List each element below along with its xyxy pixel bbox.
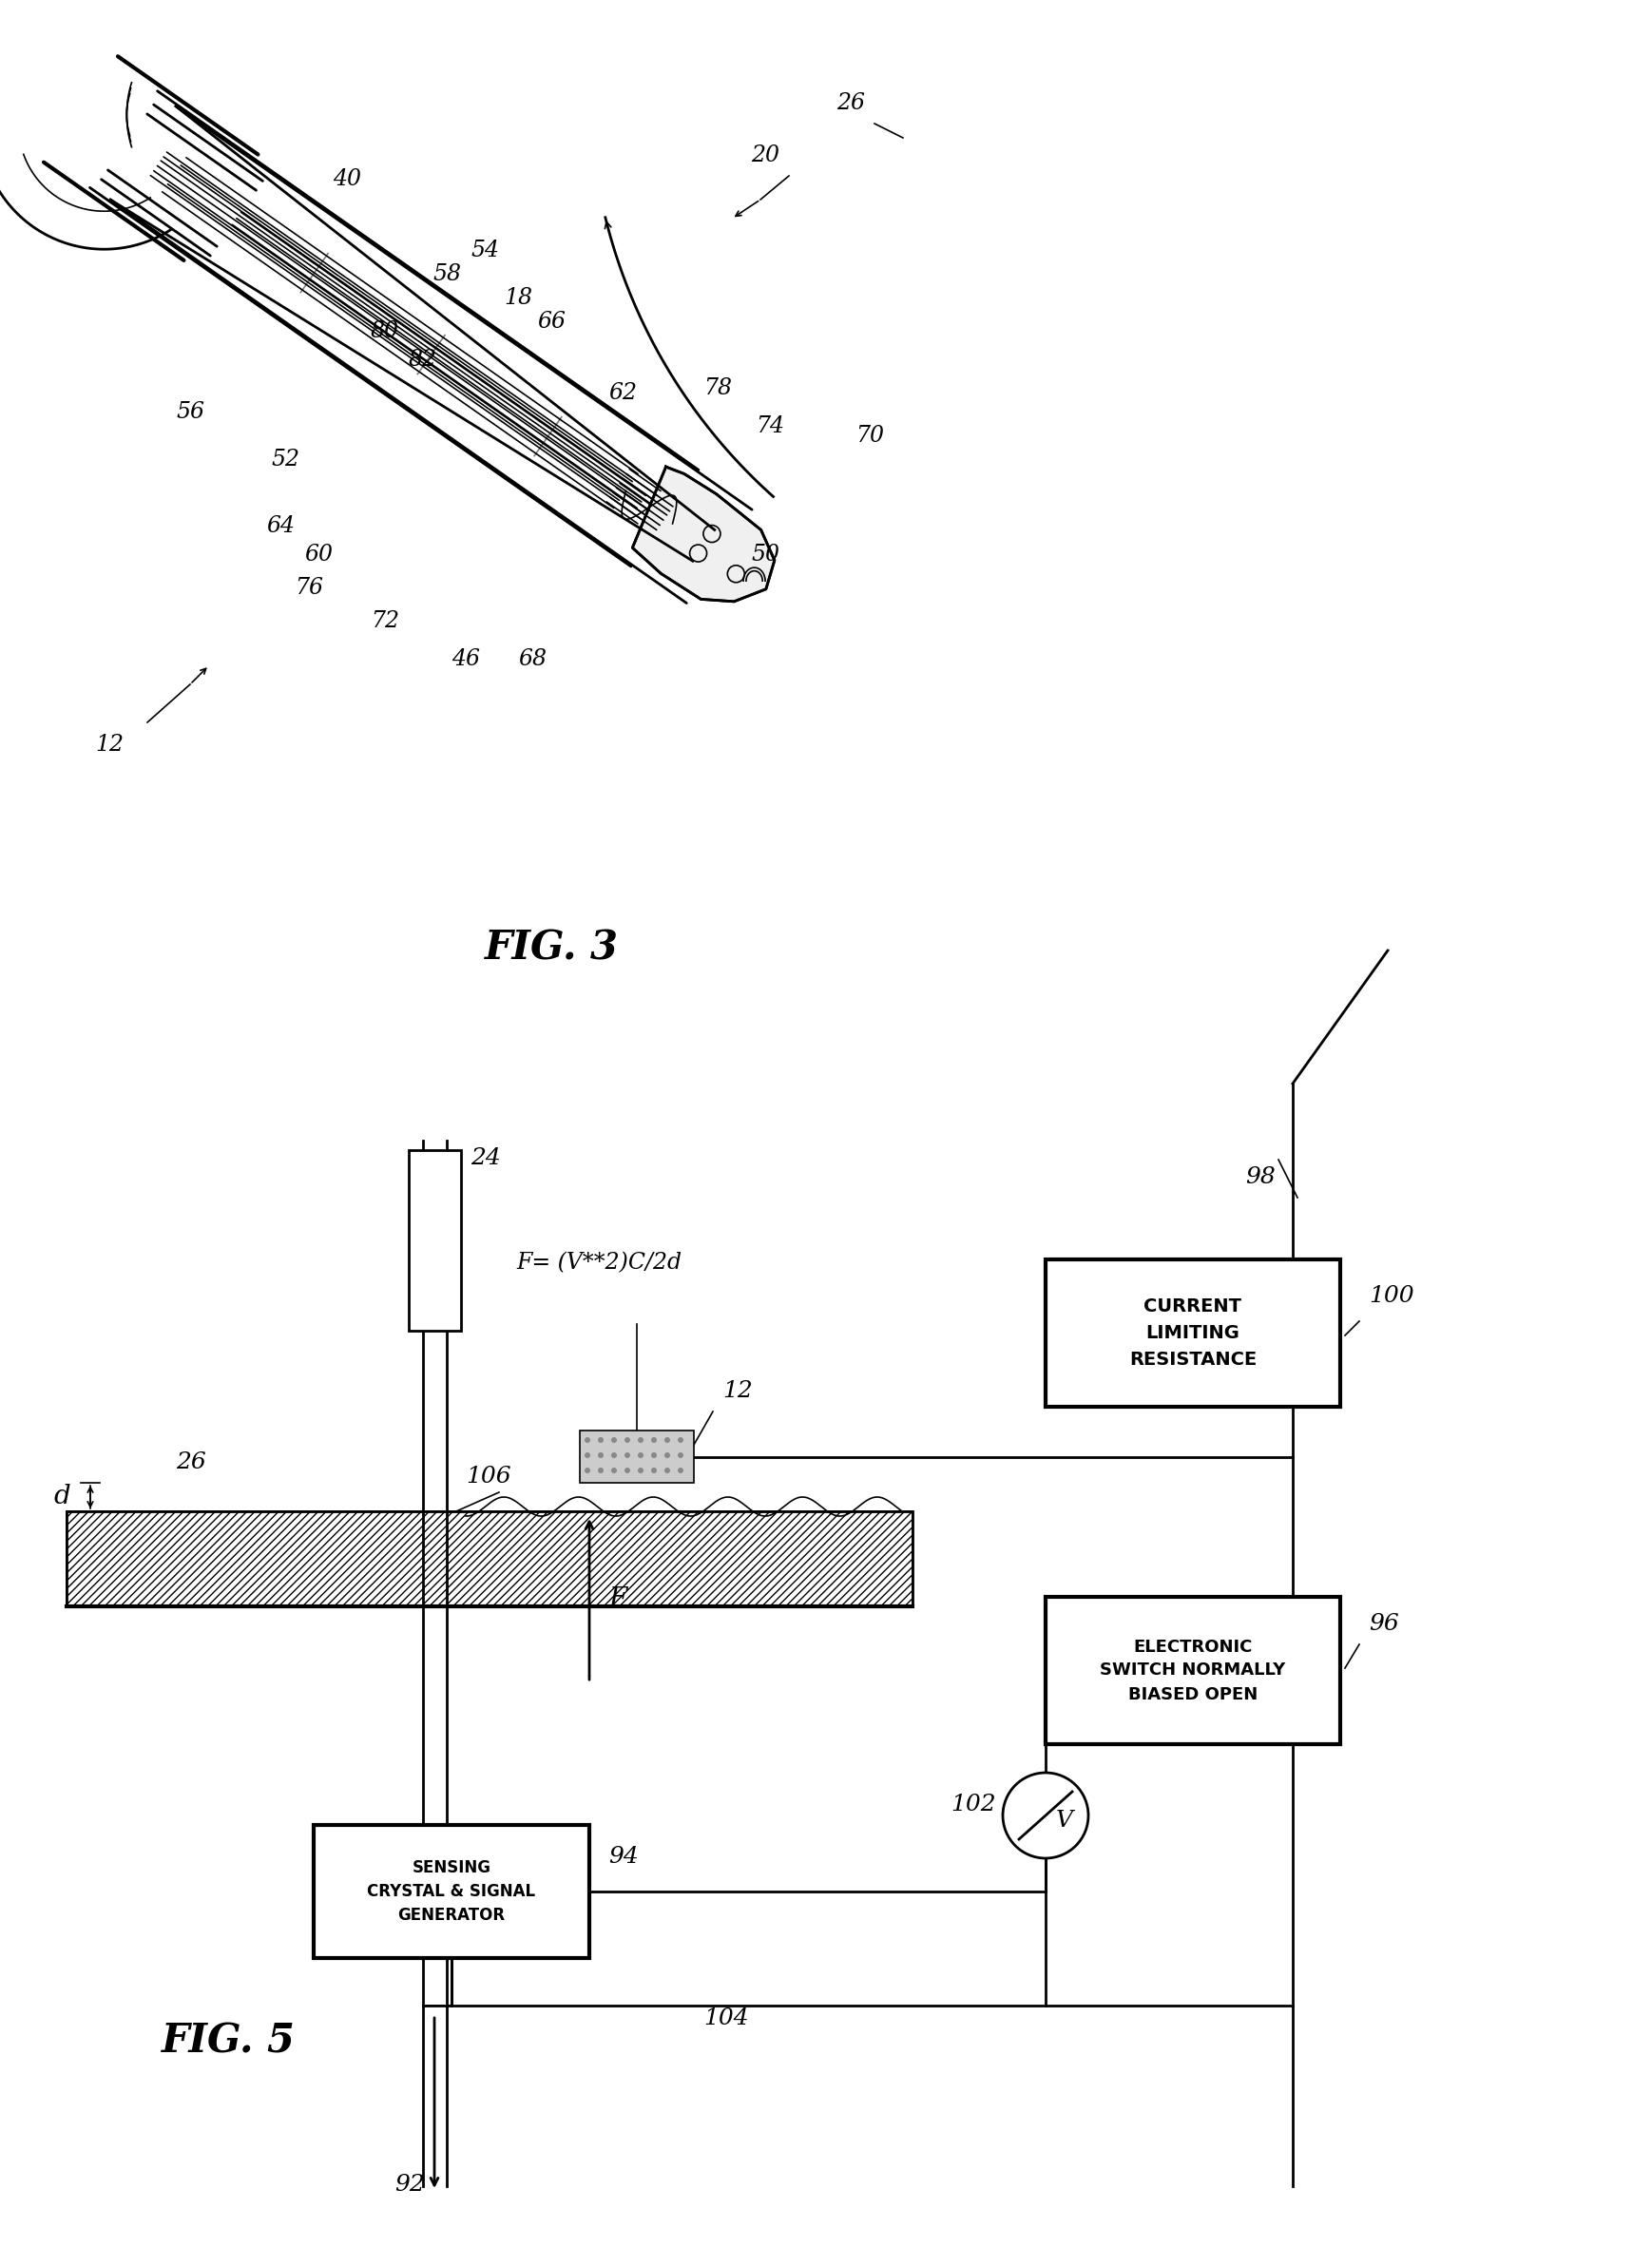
Text: SENSING
CRYSTAL & SIGNAL
GENERATOR: SENSING CRYSTAL & SIGNAL GENERATOR — [367, 1858, 535, 1923]
Text: 94: 94 — [608, 1845, 639, 1867]
Circle shape — [638, 1438, 644, 1443]
Text: 70: 70 — [856, 425, 884, 447]
Circle shape — [651, 1438, 657, 1443]
Text: 98: 98 — [1246, 1166, 1275, 1189]
Text: 26: 26 — [836, 92, 866, 115]
Text: 92: 92 — [395, 2173, 425, 2195]
Text: 40: 40 — [332, 169, 362, 191]
Bar — [580, 1431, 694, 1483]
Circle shape — [624, 1438, 629, 1443]
Text: 60: 60 — [304, 544, 332, 566]
Circle shape — [677, 1452, 684, 1458]
Text: 96: 96 — [1370, 1613, 1399, 1636]
Circle shape — [585, 1438, 590, 1443]
Text: 50: 50 — [752, 544, 780, 566]
Text: F: F — [608, 1586, 626, 1611]
Text: 56: 56 — [175, 402, 205, 422]
Text: 66: 66 — [537, 310, 565, 333]
Bar — [314, 1825, 590, 1957]
Text: 46: 46 — [451, 647, 481, 670]
Text: 58: 58 — [433, 263, 461, 285]
Text: 102: 102 — [950, 1793, 996, 1816]
Bar — [408, 1150, 461, 1330]
Circle shape — [664, 1452, 671, 1458]
Circle shape — [624, 1452, 629, 1458]
Text: 76: 76 — [294, 577, 324, 598]
Bar — [66, 1512, 912, 1607]
Circle shape — [664, 1467, 671, 1474]
Text: d: d — [53, 1485, 71, 1510]
Text: V: V — [1056, 1809, 1074, 1831]
Circle shape — [651, 1452, 657, 1458]
Text: 24: 24 — [471, 1148, 501, 1168]
Text: 12: 12 — [722, 1380, 753, 1402]
Text: F= (V**2)C/2d: F= (V**2)C/2d — [515, 1252, 682, 1274]
Bar — [1046, 1258, 1340, 1407]
Text: 12: 12 — [96, 735, 124, 755]
Text: CURRENT
LIMITING
RESISTANCE: CURRENT LIMITING RESISTANCE — [1128, 1297, 1257, 1368]
Text: 64: 64 — [266, 515, 294, 537]
Text: 26: 26 — [175, 1452, 206, 1474]
Text: 72: 72 — [370, 611, 400, 631]
Text: 78: 78 — [704, 377, 732, 400]
Circle shape — [651, 1467, 657, 1474]
Circle shape — [585, 1467, 590, 1474]
Text: FIG. 3: FIG. 3 — [484, 928, 618, 968]
Text: 62: 62 — [608, 382, 638, 404]
Bar — [1046, 1598, 1340, 1744]
Text: 68: 68 — [519, 647, 547, 670]
Text: 18: 18 — [504, 288, 532, 308]
Circle shape — [598, 1438, 603, 1443]
Circle shape — [598, 1467, 603, 1474]
Circle shape — [1003, 1773, 1089, 1858]
Text: 80: 80 — [370, 321, 400, 342]
Circle shape — [611, 1438, 616, 1443]
Circle shape — [677, 1438, 684, 1443]
Text: 100: 100 — [1370, 1285, 1414, 1308]
Circle shape — [677, 1467, 684, 1474]
Text: 106: 106 — [466, 1465, 510, 1488]
Circle shape — [611, 1467, 616, 1474]
Bar — [66, 1512, 912, 1607]
Circle shape — [611, 1452, 616, 1458]
Text: FIG. 5: FIG. 5 — [162, 2022, 296, 2063]
Text: 74: 74 — [755, 416, 785, 438]
Text: 52: 52 — [271, 449, 299, 470]
Text: 104: 104 — [704, 2007, 748, 2029]
Circle shape — [638, 1467, 644, 1474]
Circle shape — [638, 1452, 644, 1458]
Text: 82: 82 — [408, 348, 438, 371]
Text: ELECTRONIC
SWITCH NORMALLY
BIASED OPEN: ELECTRONIC SWITCH NORMALLY BIASED OPEN — [1100, 1638, 1285, 1703]
Circle shape — [664, 1438, 671, 1443]
Circle shape — [624, 1467, 629, 1474]
Circle shape — [598, 1452, 603, 1458]
Circle shape — [585, 1452, 590, 1458]
Polygon shape — [633, 467, 775, 602]
Text: 20: 20 — [752, 144, 780, 166]
Text: 54: 54 — [471, 240, 499, 261]
